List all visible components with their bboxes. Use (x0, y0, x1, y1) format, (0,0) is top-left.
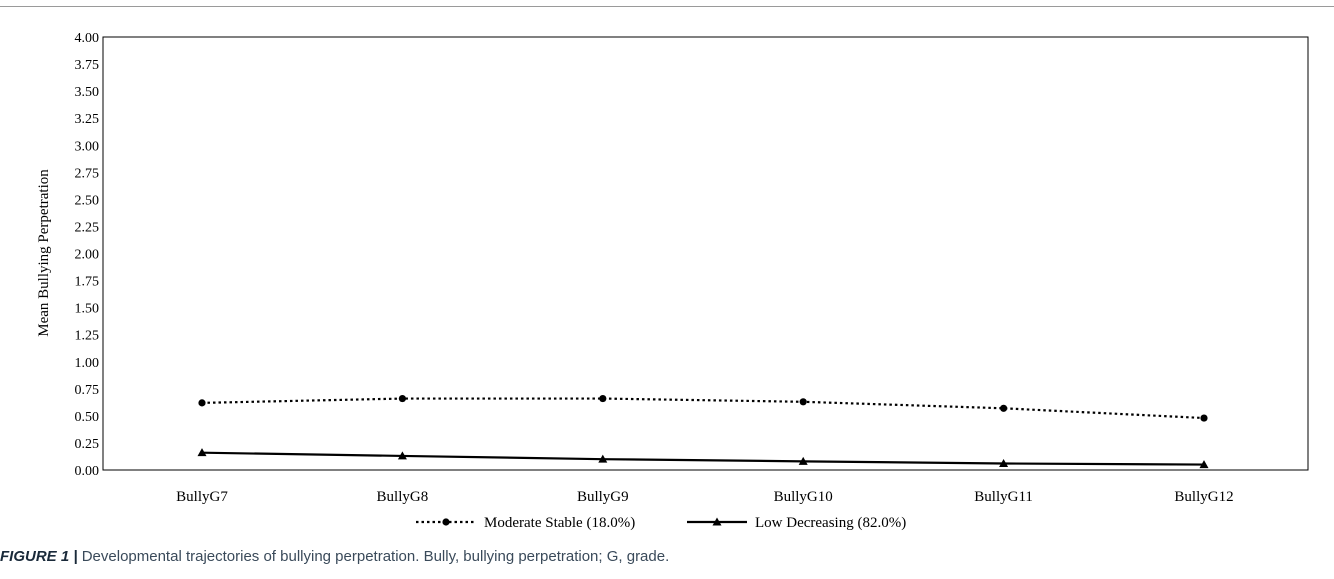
top-divider (0, 6, 1334, 7)
y-tick-label: 2.75 (75, 166, 100, 181)
y-tick-label: 4.00 (75, 31, 100, 46)
data-point (1199, 460, 1209, 469)
x-tick-label: BullyG10 (774, 489, 833, 505)
legend-label-low-decreasing: Low Decreasing (82.0%) (755, 515, 906, 531)
x-tick-label: BullyG11 (974, 489, 1033, 505)
y-tick-label: 2.25 (75, 220, 100, 235)
series-line-low-decreasing (201, 451, 1205, 466)
y-tick-label: 2.50 (75, 193, 100, 208)
data-point (999, 459, 1009, 468)
x-tick-label: BullyG8 (377, 489, 429, 505)
data-point (198, 399, 206, 407)
y-tick-label: 0.25 (75, 437, 100, 452)
caption-text: Developmental trajectories of bullying p… (77, 548, 670, 565)
y-tick-label: 1.75 (75, 275, 100, 290)
y-tick-label: 1.50 (75, 302, 100, 317)
legend-marker-triangle (712, 517, 722, 526)
y-tick-label: 3.25 (75, 112, 100, 127)
data-point (598, 454, 608, 463)
y-tick-label: 3.50 (75, 85, 100, 100)
data-point (599, 394, 607, 403)
y-tick-label: 0.00 (75, 464, 100, 479)
x-tick-label: BullyG12 (1174, 489, 1233, 505)
data-point (799, 398, 807, 406)
y-tick-label: 2.00 (75, 248, 100, 263)
y-tick-label: 3.00 (75, 139, 100, 154)
plot-frame (102, 36, 1309, 471)
y-tick-label: 0.75 (75, 383, 100, 398)
x-axis-ticks: BullyG7 BullyG8 BullyG9 BullyG10 BullyG11 Bul… (176, 489, 1233, 505)
x-tick-label: BullyG9 (577, 489, 629, 505)
series-line-moderate-stable (201, 397, 1205, 420)
legend: Moderate Stable (18.0%) Low Decreasing (8… (416, 515, 906, 531)
data-point (798, 456, 808, 465)
figure-caption: FIGURE 1 | Developmental trajectories of… (0, 548, 1334, 572)
series-layer (197, 394, 1209, 469)
y-tick-label: 1.00 (75, 356, 100, 371)
y-tick-label: 0.50 (75, 410, 100, 425)
caption-label: FIGURE 1 | (0, 548, 78, 565)
legend-label-moderate-stable: Moderate Stable (18.0%) (484, 515, 635, 531)
data-point (398, 394, 406, 403)
data-point (397, 451, 407, 460)
y-tick-label: 3.75 (75, 58, 100, 73)
data-point (1000, 404, 1008, 412)
legend-marker-circle (442, 518, 450, 526)
data-point (1200, 414, 1208, 422)
data-point (197, 448, 207, 457)
y-axis-label: Mean Bullying Perpetration (36, 169, 52, 337)
x-tick-label: BullyG7 (176, 489, 228, 505)
y-tick-label: 1.25 (75, 329, 100, 344)
y-axis-ticks: 0.00 0.25 0.50 0.75 1.00 1.25 1.50 1.75 2.00 2.25… (75, 31, 100, 479)
